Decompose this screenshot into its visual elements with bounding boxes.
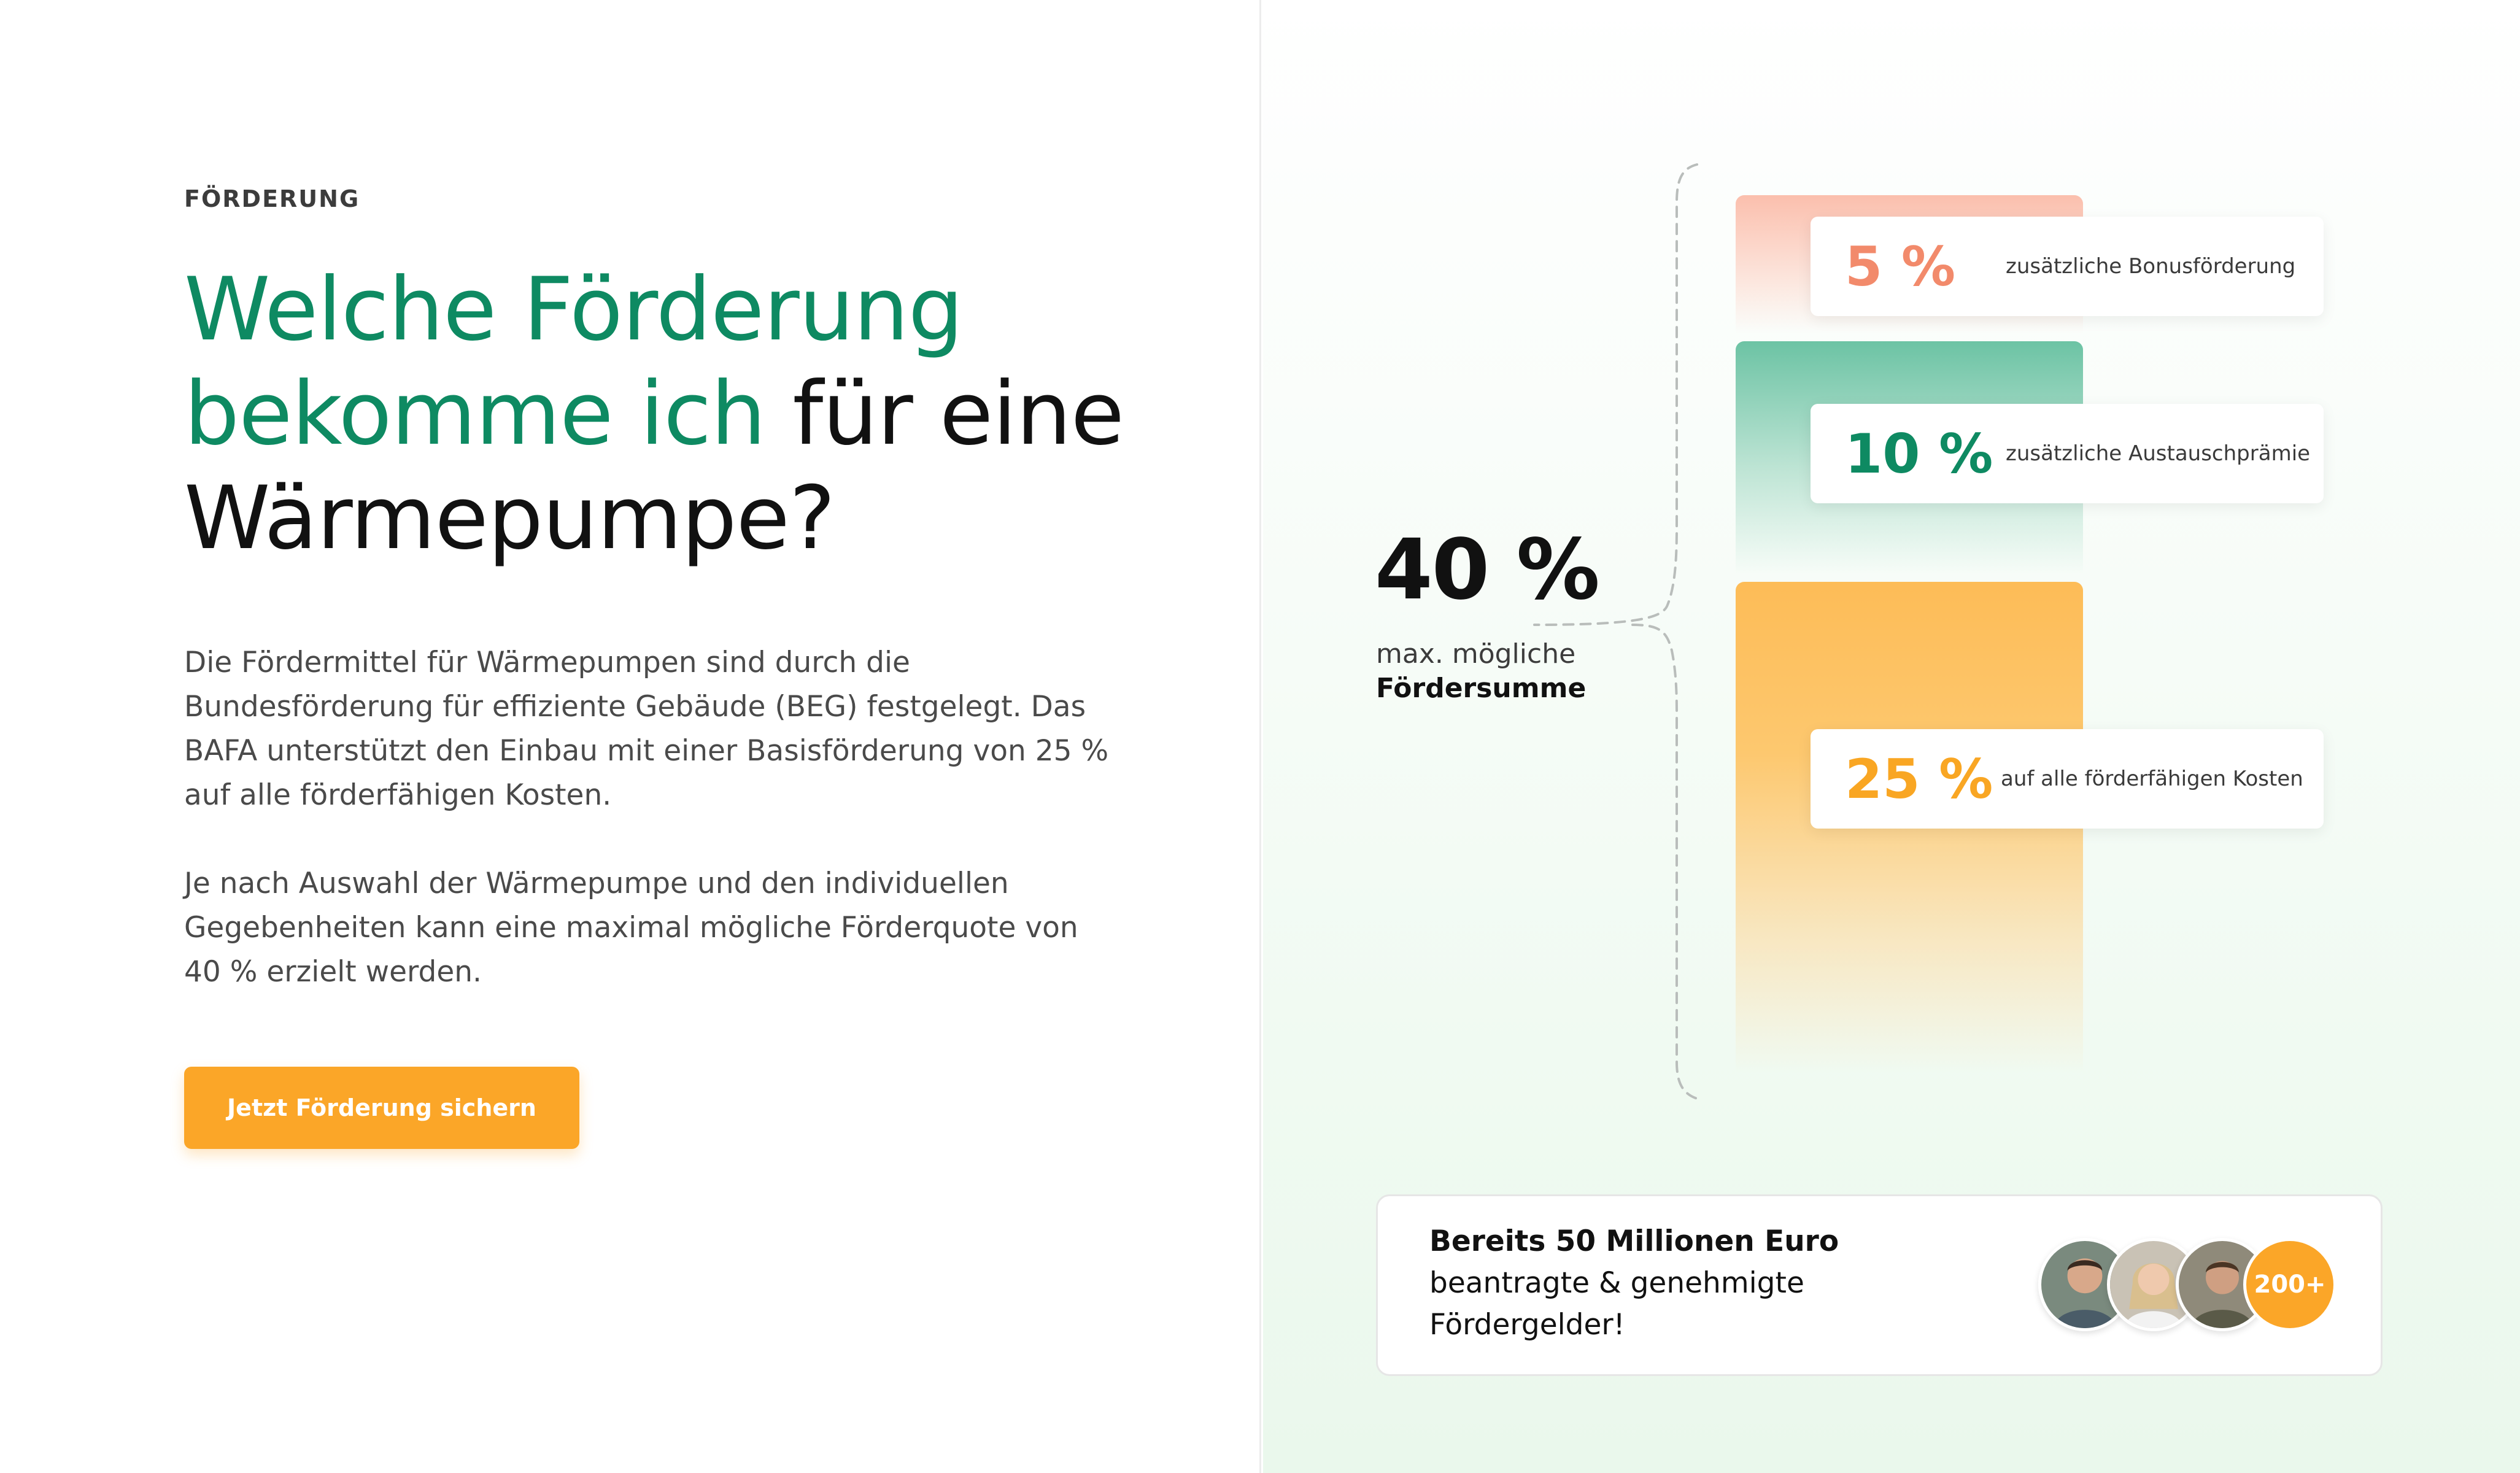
tier-card-bonus: 5 % zusätzliche Bonusförderung [1811,217,2324,316]
tier-percent: 10 % [1845,422,1993,485]
max-funding-label-bold: Fördersumme [1376,673,1587,704]
headline-accent-line2: bekomme ich [184,363,766,465]
proof-text-line: beantragte & genehmigte [1429,1266,1804,1300]
tier-description: zusätzliche Bonusförderung [2006,254,2296,279]
brace-connector [1533,163,1703,1101]
tier-card-exchange: 10 % zusätzliche Austauschprämie [1811,404,2324,503]
max-funding-value: 40 % [1375,522,1600,619]
max-funding-label: max. mögliche [1376,638,1576,670]
detail-paragraph: Je nach Auswahl der Wärmepumpe und den i… [184,867,1078,989]
tier-card-base: 25 % auf alle förderfähigen Kosten [1811,729,2324,829]
social-proof-card: Bereits 50 Millionen Euro beantragte & g… [1376,1194,2383,1376]
headline-dark-line2: für eine [765,363,1124,465]
avatar [2176,1238,2269,1331]
left-content-panel: FÖRDERUNG Welche Förderung bekomme ich f… [184,0,1261,1473]
tier-percent: 25 % [1845,747,1993,811]
secure-funding-button[interactable]: Jetzt Förderung sichern [184,1067,579,1149]
tier-percent: 5 % [1845,234,1956,298]
section-eyebrow: FÖRDERUNG [184,185,360,212]
headline-dark-line3: Wärmepumpe? [184,468,835,569]
tier-description: zusätzliche Austauschprämie [2006,441,2311,466]
headline-accent-line1: Welche Förderung [184,259,964,360]
tier-description: auf alle förderfähigen Kosten [2001,767,2303,791]
proof-headline: Bereits 50 Millionen Euro [1429,1224,1839,1258]
proof-text-line: Fördergelder! [1429,1308,1625,1342]
section-headline: Welche Förderung bekomme ich für eine Wä… [184,258,1227,571]
intro-paragraph: Die Fördermittel für Wärmepumpen sind du… [184,646,1109,812]
user-count-badge: 200+ [2243,1238,2336,1331]
